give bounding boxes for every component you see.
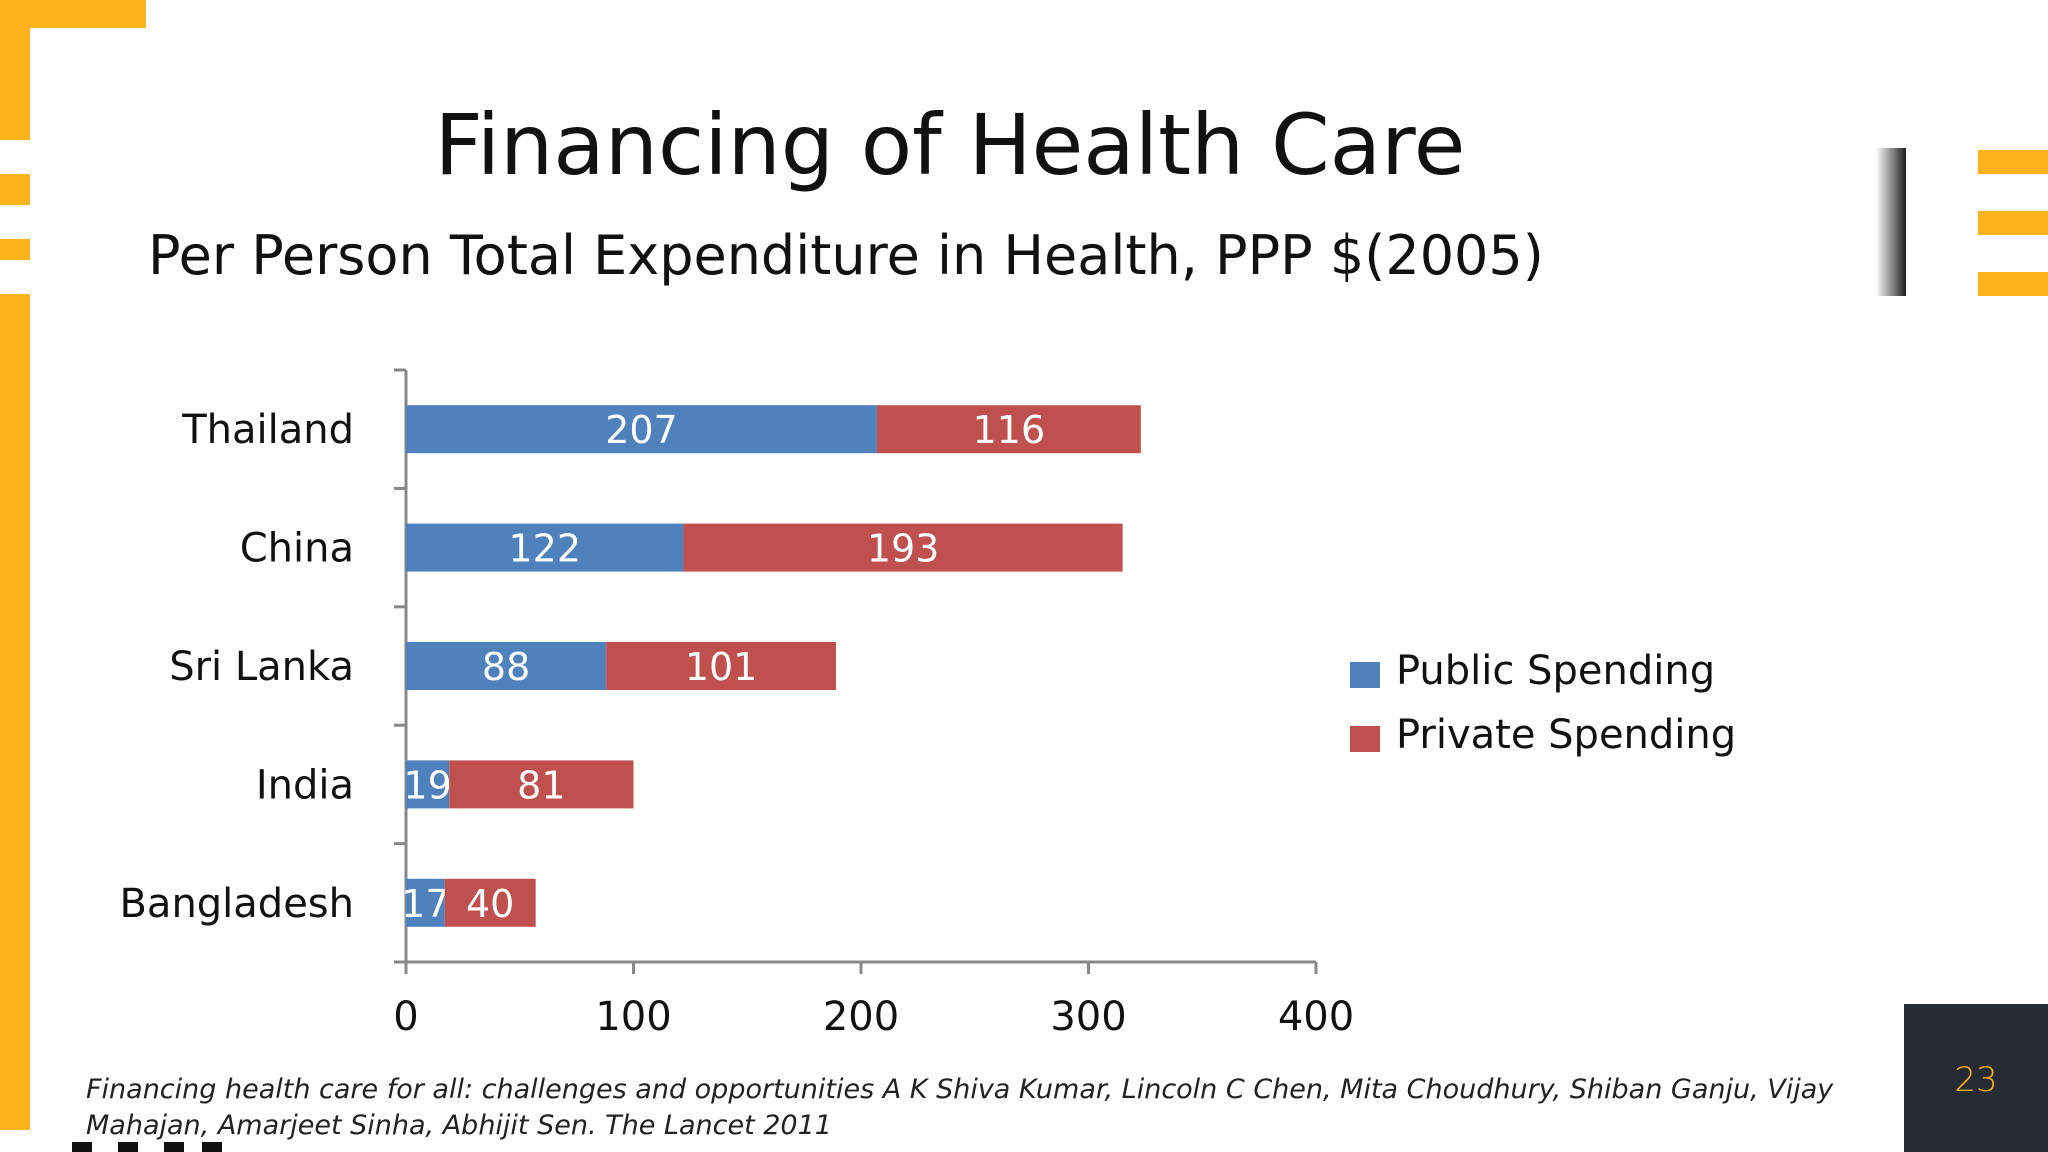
legend-swatch [1350,662,1380,688]
category-label: China [240,526,354,572]
x-tick-label: 400 [1278,994,1354,1040]
bar-public [406,642,607,690]
data-label: 193 [867,527,940,571]
frame-notch [0,140,36,174]
bar-private [444,878,536,927]
frame-notch [0,260,36,294]
category-label: Bangladesh [119,881,354,927]
data-label: 19 [403,763,451,807]
page-number: 23 [1954,1060,1998,1100]
frame-left-bar [0,0,30,1130]
bar-public [406,760,450,809]
legend-label: Private Spending [1396,712,1737,758]
bar-public [406,523,684,572]
category-label: Sri Lanka [169,644,354,690]
bar-private [606,642,836,690]
category-label: India [256,762,354,808]
frame-top-bar [0,0,146,28]
x-tick-label: 300 [1050,994,1126,1040]
data-label: 207 [605,408,678,452]
x-tick-label: 200 [823,994,899,1040]
data-label: 81 [517,763,565,807]
x-tick-label: 100 [595,994,671,1040]
bar-public [406,878,445,927]
frame-notch [0,205,36,239]
legend-swatch [1350,726,1380,752]
category-label: Thailand [181,407,354,453]
x-tick-label: 0 [393,994,418,1040]
page-number-box: 23 [1904,1004,2048,1152]
chart-subtitle: Per Person Total Expenditure in Health, … [148,224,1544,287]
slide-title: Financing of Health Care [434,96,1466,194]
legend-label: Public Spending [1396,648,1716,694]
data-label: 17 [401,882,449,926]
data-label: 88 [482,645,530,689]
bar-private [683,523,1123,572]
data-label: 40 [466,882,514,926]
slide-edge-shadow [1876,148,1906,296]
data-label: 101 [685,645,758,689]
bar-private [449,760,634,809]
data-label: 116 [973,408,1046,452]
frame-bottom-bars [72,1142,232,1152]
bar-private [876,405,1141,454]
bar-public [406,405,877,454]
citation: Financing health care for all: challenge… [86,1074,1834,1141]
data-label: 122 [509,527,582,571]
